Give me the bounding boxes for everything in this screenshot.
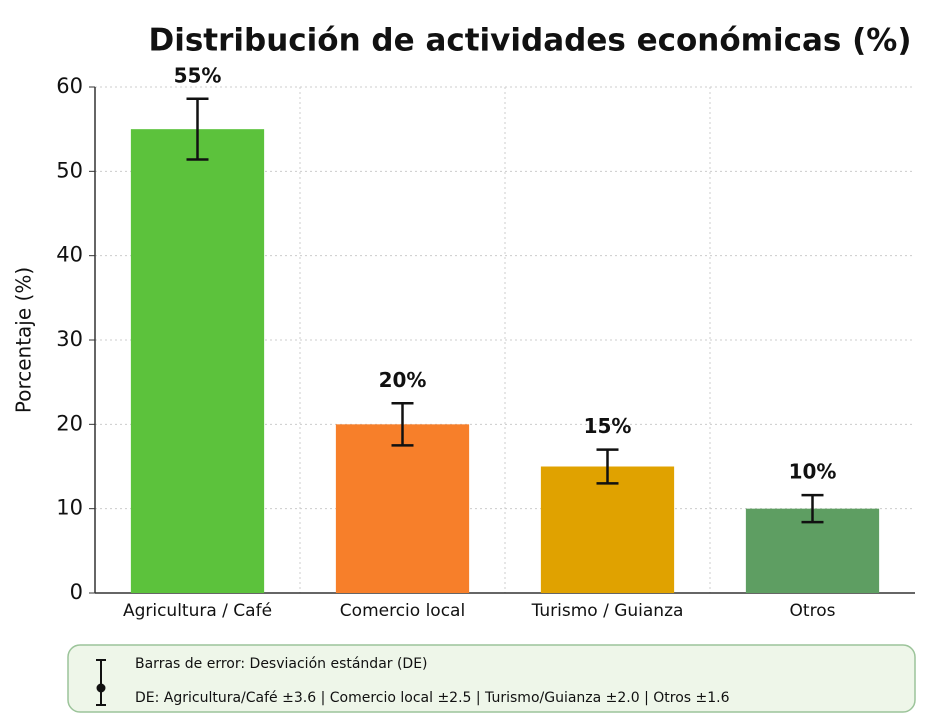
value-label: 55% — [174, 63, 222, 87]
error-bar — [186, 97, 209, 161]
bar — [130, 129, 265, 593]
bar — [540, 466, 675, 593]
error-bar — [801, 493, 824, 524]
note-line: Barras de error: Desviación estándar (DE… — [135, 656, 428, 672]
bar — [335, 424, 470, 593]
value-label: 20% — [379, 368, 427, 392]
y-axis-label: Porcentaje (%) — [12, 267, 36, 413]
value-label: 10% — [789, 460, 837, 484]
note-line: DE: Agricultura/Café ±3.6 | Comercio loc… — [135, 690, 730, 706]
y-tick-label: 30 — [56, 327, 83, 351]
chart-title: Distribución de actividades económicas (… — [148, 23, 911, 59]
error-bar — [391, 402, 414, 447]
y-tick-label: 0 — [70, 580, 83, 604]
y-tick-label: 50 — [56, 158, 83, 182]
value-label: 15% — [584, 414, 632, 438]
y-tick-label: 60 — [56, 74, 83, 98]
x-tick-label: Agricultura / Café — [123, 601, 272, 621]
x-tick-label: Comercio local — [340, 601, 465, 621]
x-tick-label: Turismo / Guianza — [531, 601, 684, 621]
y-tick-label: 20 — [56, 411, 83, 435]
note-icon — [96, 659, 106, 706]
y-tick-label: 40 — [56, 243, 83, 267]
note-box — [67, 644, 916, 713]
error-bar — [596, 448, 619, 485]
y-tick-label: 10 — [56, 496, 83, 520]
x-tick-label: Otros — [790, 601, 836, 621]
